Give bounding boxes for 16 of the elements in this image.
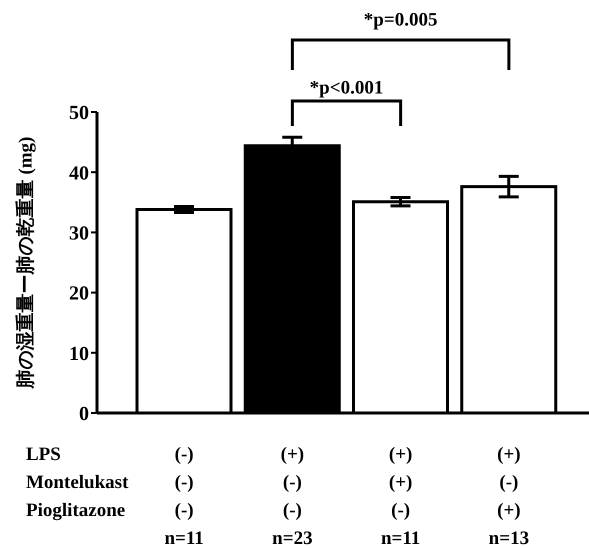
- y-tick-label: 30: [69, 222, 89, 244]
- y-tick-label: 20: [69, 282, 89, 305]
- text: Montelukast: [26, 472, 130, 493]
- text: Pioglitazone: [26, 500, 126, 521]
- y-tick-label: 0: [79, 403, 89, 426]
- x-tick-label: (+) (-) (+) n=13: [488, 444, 530, 548]
- x-tick-label: (+) (+) (-) n=11: [380, 444, 420, 548]
- text: LPS: [26, 444, 61, 465]
- x-tick-label: (-) (-) (-) n=11: [164, 444, 204, 548]
- text: *p<0.001: [310, 78, 384, 98]
- y-tick-label: 40: [69, 162, 89, 184]
- x-tick-label: (+) (-) (-) n=23: [272, 444, 313, 548]
- y-tick-label: 10: [69, 342, 89, 365]
- y-tick-label: 50: [69, 102, 89, 124]
- y-axis-title: 肺の湿重量ー肺の乾重量 (mg): [14, 136, 37, 390]
- text: *p=0.005: [364, 10, 438, 30]
